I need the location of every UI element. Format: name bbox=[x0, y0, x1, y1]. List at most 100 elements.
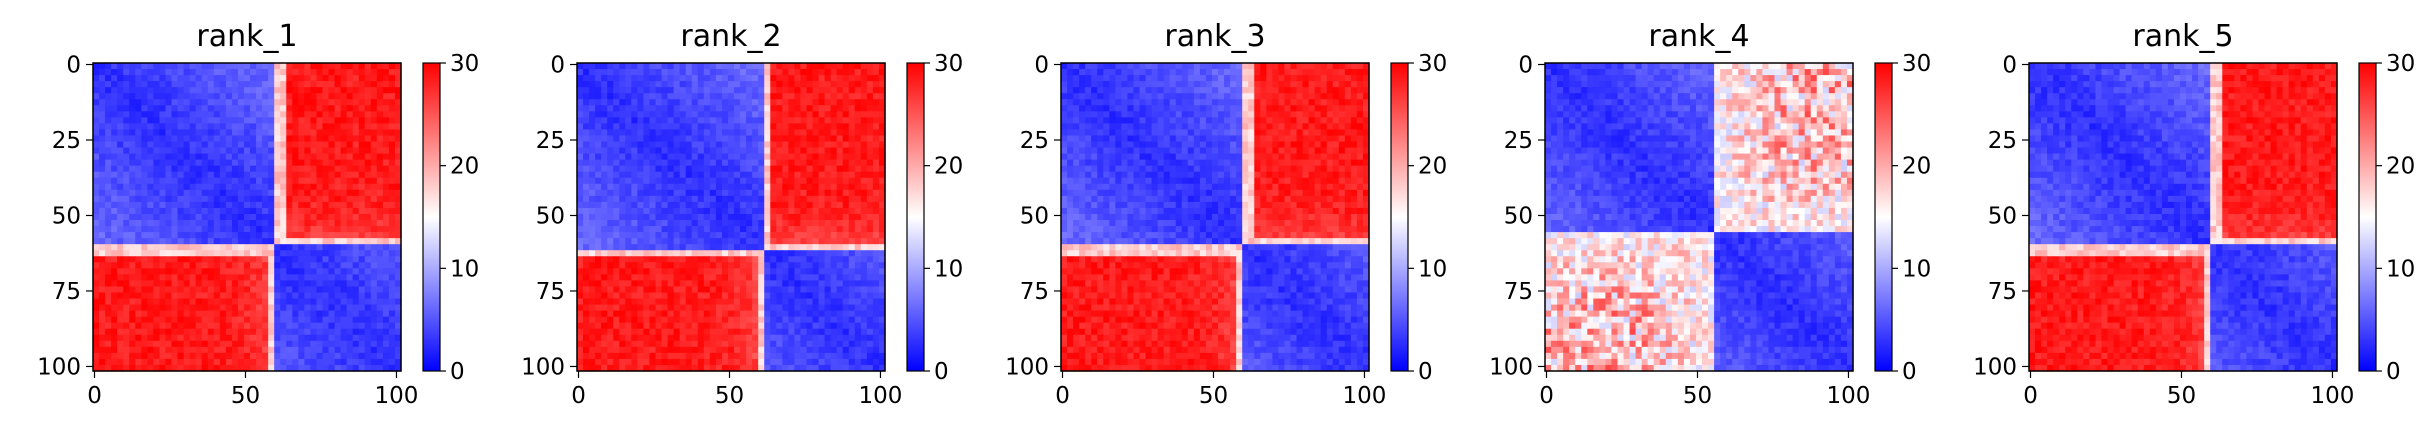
heatmap-cell bbox=[286, 129, 293, 137]
heatmap-cell bbox=[243, 304, 251, 312]
heatmap-cell bbox=[715, 280, 723, 288]
heatmap-cell bbox=[177, 364, 185, 372]
heatmap-cell bbox=[830, 310, 838, 318]
heatmap-cell bbox=[601, 153, 608, 161]
heatmap-cell bbox=[637, 274, 645, 282]
heatmap-cell bbox=[262, 304, 269, 312]
heatmap-cell bbox=[752, 105, 759, 112]
heatmap-cell bbox=[740, 111, 747, 118]
heatmap-cell bbox=[274, 238, 281, 245]
heatmap-cell bbox=[153, 201, 161, 209]
heatmap-cell bbox=[866, 201, 874, 209]
heatmap-cell bbox=[243, 238, 251, 245]
heatmap-cell bbox=[788, 117, 796, 124]
heatmap-cell bbox=[237, 232, 245, 239]
heatmap-cell bbox=[274, 352, 281, 360]
heatmap-cell bbox=[679, 81, 687, 88]
heatmap-cell bbox=[93, 159, 100, 167]
heatmap-cell bbox=[583, 117, 590, 124]
heatmap-cell bbox=[213, 99, 221, 106]
heatmap-cell bbox=[679, 123, 687, 131]
heatmap-cell bbox=[800, 135, 808, 143]
heatmap-cell bbox=[334, 298, 342, 306]
heatmap-cell bbox=[866, 75, 874, 82]
heatmap-cell bbox=[171, 316, 179, 324]
heatmap-cell bbox=[111, 274, 118, 282]
heatmap-cell bbox=[153, 286, 161, 294]
heatmap-cell bbox=[734, 256, 741, 263]
heatmap-cell bbox=[262, 310, 269, 318]
heatmap-cell bbox=[824, 280, 832, 288]
heatmap-cell bbox=[328, 220, 336, 227]
heatmap-cell bbox=[93, 232, 100, 239]
heatmap-cell bbox=[358, 129, 366, 137]
heatmap-cell bbox=[243, 262, 251, 269]
heatmap-cell bbox=[721, 274, 729, 282]
heatmap-cell bbox=[268, 328, 275, 336]
heatmap-cell bbox=[135, 328, 142, 336]
heatmap-cell bbox=[237, 129, 245, 137]
heatmap-cell bbox=[165, 195, 173, 203]
heatmap-cell bbox=[866, 189, 874, 197]
heatmap-cell bbox=[613, 129, 620, 137]
heatmap-cell bbox=[818, 232, 826, 239]
heatmap-cell bbox=[806, 201, 814, 209]
heatmap-cell bbox=[292, 352, 299, 360]
heatmap-cell bbox=[625, 226, 632, 233]
heatmap-cell bbox=[818, 226, 826, 233]
heatmap-cell bbox=[854, 135, 862, 143]
heatmap-cell bbox=[250, 310, 257, 318]
heatmap-cell bbox=[93, 171, 100, 179]
heatmap-cell bbox=[328, 322, 336, 330]
heatmap-cell bbox=[836, 141, 844, 149]
heatmap-cell bbox=[183, 352, 191, 360]
heatmap-cell bbox=[213, 165, 221, 173]
heatmap-cell bbox=[697, 238, 705, 245]
heatmap-cell bbox=[667, 334, 675, 342]
heatmap-cell bbox=[346, 220, 354, 227]
heatmap-cell bbox=[219, 316, 227, 324]
heatmap-cell bbox=[607, 183, 614, 191]
heatmap-cell bbox=[878, 262, 886, 269]
heatmap-cell bbox=[661, 93, 669, 100]
heatmap-cell bbox=[607, 244, 614, 251]
heatmap-cell bbox=[842, 280, 850, 288]
heatmap-cell bbox=[782, 256, 789, 263]
heatmap-cell bbox=[237, 135, 245, 143]
heatmap-cell bbox=[625, 99, 632, 106]
heatmap-cell bbox=[123, 63, 130, 70]
heatmap-cell bbox=[673, 322, 681, 330]
panel-title: rank_1 bbox=[196, 19, 297, 54]
heatmap-cell bbox=[685, 250, 693, 257]
heatmap-cell bbox=[842, 244, 850, 251]
heatmap-cell bbox=[637, 117, 645, 124]
heatmap-cell bbox=[872, 256, 880, 263]
heatmap-cell bbox=[304, 93, 312, 100]
heatmap-cell bbox=[111, 352, 118, 360]
heatmap-cell bbox=[806, 153, 814, 161]
heatmap-cell bbox=[117, 304, 124, 312]
heatmap-cell bbox=[388, 256, 396, 263]
heatmap-cell bbox=[589, 147, 596, 155]
heatmap-cell bbox=[740, 159, 747, 167]
heatmap-cell bbox=[758, 171, 765, 179]
heatmap-cell bbox=[111, 280, 118, 288]
heatmap-cell bbox=[171, 123, 179, 131]
heatmap-cell bbox=[673, 274, 681, 282]
heatmap-cell bbox=[358, 123, 366, 131]
heatmap-cell bbox=[159, 232, 167, 239]
heatmap-cell bbox=[358, 286, 366, 294]
heatmap-cell bbox=[147, 195, 154, 203]
heatmap-cell bbox=[836, 183, 844, 191]
heatmap-cell bbox=[872, 238, 880, 245]
heatmap-cell bbox=[141, 207, 148, 215]
heatmap-cell bbox=[589, 129, 596, 137]
heatmap-cell bbox=[818, 147, 826, 155]
heatmap-cell bbox=[842, 123, 850, 131]
heatmap-cell bbox=[280, 189, 287, 197]
heatmap-cell bbox=[274, 340, 281, 348]
heatmap-cell bbox=[262, 123, 269, 131]
heatmap-cell bbox=[878, 129, 886, 137]
heatmap-cell bbox=[99, 364, 106, 372]
heatmap-cell bbox=[679, 189, 687, 197]
